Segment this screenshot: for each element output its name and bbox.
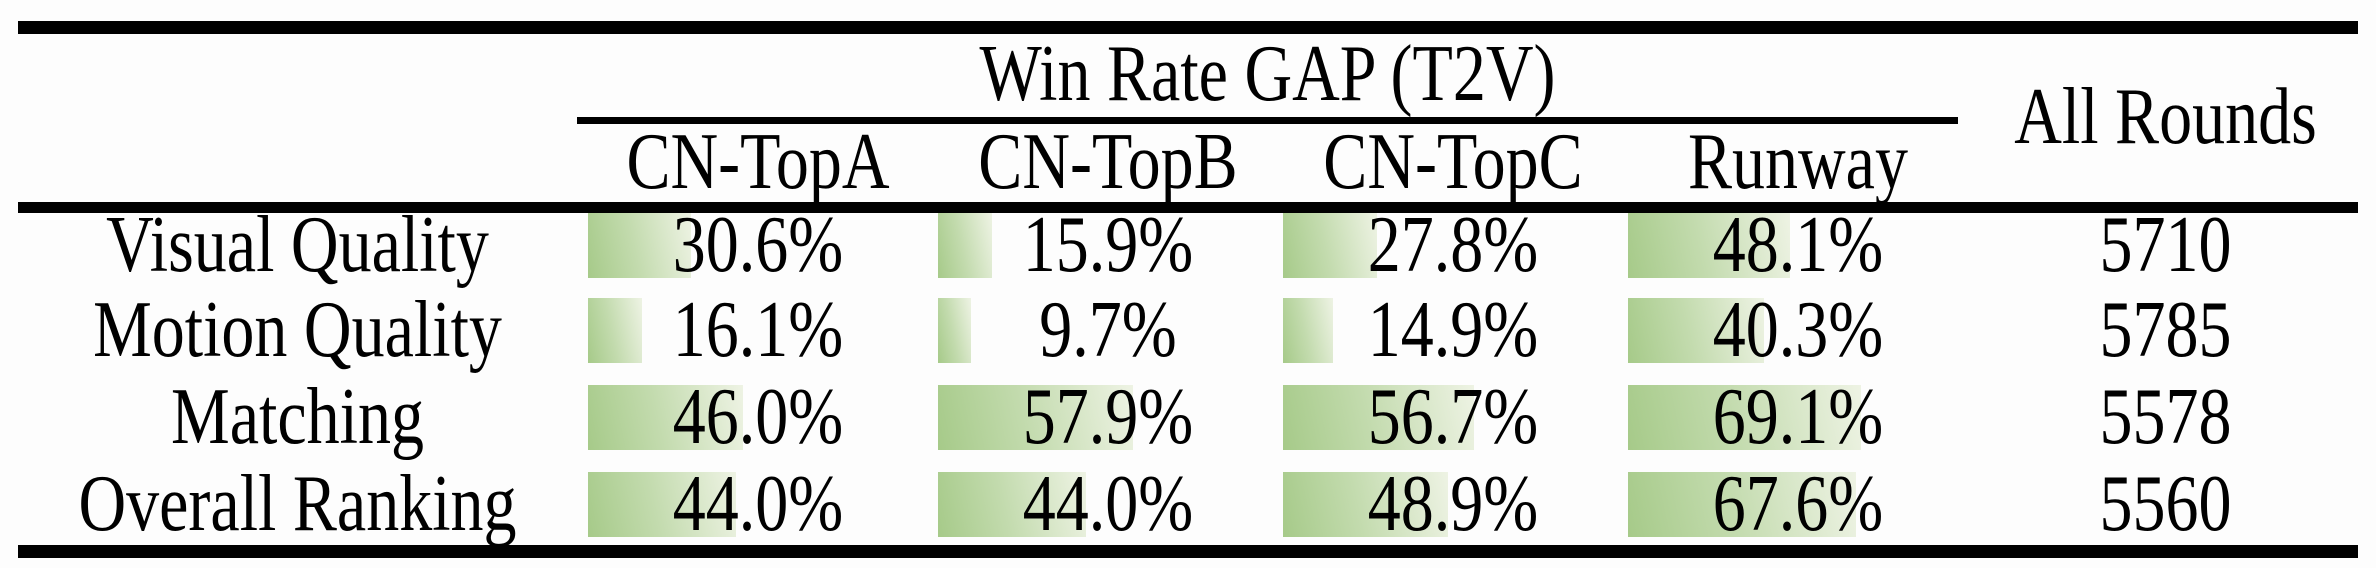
column-header-label: CN-TopC — [1323, 117, 1583, 207]
win-rate-value: 48.1% — [1712, 199, 1884, 289]
all-rounds-cell: 5785 — [1973, 285, 2358, 374]
bar-cell: 48.1% — [1628, 200, 1968, 289]
row-label-cell: Matching — [18, 372, 577, 461]
win-rate-value: 40.3% — [1712, 284, 1884, 374]
win-rate-value: 14.9% — [1367, 284, 1539, 374]
bottom-rule — [18, 545, 2358, 558]
column-header-runway: Runway — [1628, 117, 1968, 206]
table-row-motion-quality: Motion Quality 16.1% 9.7% 14.9% 40.3% 57… — [0, 285, 2376, 374]
all-rounds-value: 5710 — [2099, 199, 2232, 289]
column-header-row: CN-TopA CN-TopB CN-TopC Runway — [0, 117, 2376, 206]
win-rate-value: 46.0% — [672, 371, 844, 461]
row-label: Matching — [171, 371, 424, 461]
bar-cell: 48.9% — [1283, 459, 1623, 548]
win-rate-value: 48.9% — [1367, 458, 1539, 548]
win-rate-bar — [1283, 385, 1474, 450]
bar-cell: 56.7% — [1283, 372, 1623, 461]
column-header-cn-topa: CN-TopA — [588, 117, 928, 206]
all-rounds-cell: 5710 — [1973, 200, 2358, 289]
all-rounds-cell: 5578 — [1973, 372, 2358, 461]
table-row-overall-ranking: Overall Ranking 44.0% 44.0% 48.9% 67.6% … — [0, 459, 2376, 548]
all-rounds-value: 5785 — [2099, 284, 2232, 374]
win-rate-value: 69.1% — [1712, 371, 1884, 461]
column-header-label: Runway — [1688, 117, 1908, 207]
header-separator-rule — [18, 202, 2358, 213]
win-rate-bar — [1628, 472, 1856, 537]
win-rate-bar — [588, 472, 736, 537]
win-rate-bar — [1628, 298, 1764, 363]
table-row-visual-quality: Visual Quality 30.6% 15.9% 27.8% 48.1% 5… — [0, 200, 2376, 289]
win-rate-bar — [938, 472, 1086, 537]
win-rate-bar — [938, 213, 992, 278]
group-header-title: Win Rate GAP (T2V) — [979, 29, 1556, 119]
win-rate-bar — [1628, 385, 1861, 450]
column-header-label: CN-TopB — [978, 117, 1238, 207]
win-rate-value: 57.9% — [1022, 371, 1194, 461]
column-header-label: CN-TopA — [626, 117, 890, 207]
win-rate-bar — [588, 298, 642, 363]
bar-cell: 14.9% — [1283, 285, 1623, 374]
bar-cell: 69.1% — [1628, 372, 1968, 461]
win-rate-bar — [588, 213, 691, 278]
win-rate-value: 56.7% — [1367, 371, 1539, 461]
row-label: Visual Quality — [106, 199, 489, 289]
all-rounds-cell: 5560 — [1973, 459, 2358, 548]
win-rate-value: 9.7% — [1039, 284, 1177, 374]
win-rate-bar — [1283, 213, 1377, 278]
win-rate-bar — [938, 385, 1133, 450]
win-rate-value: 16.1% — [672, 284, 844, 374]
all-rounds-value: 5560 — [2099, 458, 2232, 548]
bar-cell: 15.9% — [938, 200, 1278, 289]
row-label-cell: Overall Ranking — [18, 459, 577, 548]
win-rate-value: 30.6% — [672, 199, 844, 289]
row-label: Motion Quality — [93, 284, 502, 374]
win-rate-bar — [1283, 298, 1333, 363]
bar-cell: 57.9% — [938, 372, 1278, 461]
column-header-cn-topb: CN-TopB — [938, 117, 1278, 206]
all-rounds-value: 5578 — [2099, 371, 2232, 461]
bar-cell: 67.6% — [1628, 459, 1968, 548]
bar-cell: 16.1% — [588, 285, 928, 374]
win-rate-bar — [938, 298, 971, 363]
win-rate-bar — [1628, 213, 1790, 278]
row-label-cell: Visual Quality — [18, 200, 577, 289]
column-header-cn-topc: CN-TopC — [1283, 117, 1623, 206]
win-rate-value: 44.0% — [672, 458, 844, 548]
win-rate-value: 67.6% — [1712, 458, 1884, 548]
all-rounds-header-cell: All Rounds — [1973, 33, 2358, 202]
group-underline-rule — [577, 117, 1958, 124]
row-label: Overall Ranking — [78, 458, 517, 548]
bar-cell: 46.0% — [588, 372, 928, 461]
win-rate-value: 15.9% — [1022, 199, 1194, 289]
bar-cell: 44.0% — [588, 459, 928, 548]
win-rate-bar — [588, 385, 743, 450]
bar-cell: 44.0% — [938, 459, 1278, 548]
table-row-matching: Matching 46.0% 57.9% 56.7% 69.1% 5578 — [0, 372, 2376, 461]
bar-cell: 30.6% — [588, 200, 928, 289]
win-rate-value: 44.0% — [1022, 458, 1194, 548]
bar-cell: 27.8% — [1283, 200, 1623, 289]
group-header-cell: Win Rate GAP (T2V) — [577, 29, 1958, 118]
row-label-cell: Motion Quality — [18, 285, 577, 374]
bar-cell: 9.7% — [938, 285, 1278, 374]
win-rate-bar — [1283, 472, 1448, 537]
all-rounds-header-label: All Rounds — [2014, 71, 2317, 161]
top-rule — [18, 21, 2358, 34]
bar-cell: 40.3% — [1628, 285, 1968, 374]
win-rate-value: 27.8% — [1367, 199, 1539, 289]
